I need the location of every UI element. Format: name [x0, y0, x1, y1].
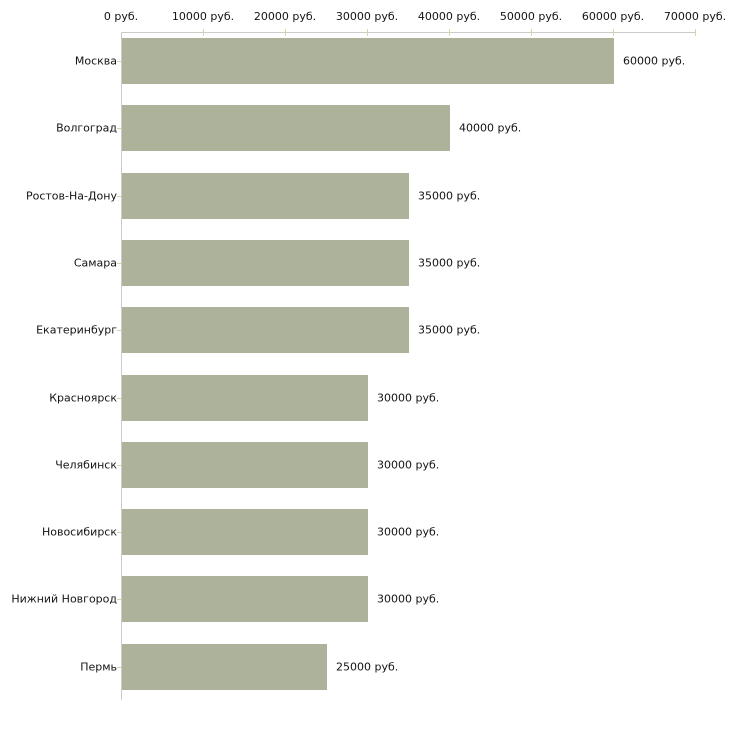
category-label: Новосибирск — [41, 525, 117, 539]
bar — [122, 374, 368, 421]
category-label: Волгоград — [56, 121, 117, 135]
y-axis-tick — [117, 599, 121, 601]
x-axis-tick — [449, 29, 450, 36]
bar — [122, 576, 368, 623]
y-axis-tick — [117, 61, 121, 62]
x-axis-tick — [203, 29, 204, 36]
value-label: 40000 руб. — [459, 121, 522, 135]
bar — [122, 38, 614, 84]
value-label: 25000 руб. — [336, 660, 399, 674]
value-label: 30000 руб. — [377, 391, 440, 404]
y-axis-tick — [117, 262, 121, 264]
x-axis-tick-label: 30000 руб. — [335, 10, 399, 23]
y-axis-tick — [117, 195, 121, 197]
x-axis-tick — [531, 29, 532, 36]
value-label: 60000 руб. — [623, 54, 686, 68]
y-axis-tick — [117, 397, 121, 399]
y-axis-tick — [117, 128, 121, 130]
y-axis-tick — [117, 666, 121, 668]
x-axis-tick-label: 70000 руб. — [663, 10, 727, 23]
x-axis-line — [121, 32, 696, 33]
x-axis-tick-label: 60000 руб. — [581, 10, 645, 23]
y-axis-tick — [117, 532, 121, 534]
bar — [122, 441, 368, 488]
category-label: Ростов-На-Дону — [25, 189, 117, 203]
x-axis-tick-label: 10000 руб. — [171, 10, 235, 23]
bar — [122, 172, 409, 219]
value-label: 30000 руб. — [377, 525, 440, 539]
category-label: Челябинск — [55, 458, 117, 472]
category-label: Нижний Новгород — [11, 592, 117, 606]
x-axis-tick — [613, 29, 614, 36]
x-axis-tick — [367, 29, 368, 36]
y-axis-tick — [117, 330, 121, 332]
x-axis-tick-label: 50000 руб. — [499, 10, 563, 23]
category-label: Самара — [73, 256, 117, 270]
value-label: 30000 руб. — [377, 458, 440, 472]
x-axis-tick-label: 20000 руб. — [253, 10, 317, 23]
bar — [122, 105, 450, 152]
category-label: Екатеринбург — [36, 323, 117, 337]
bar — [122, 239, 409, 286]
category-label: Красноярск — [49, 391, 117, 404]
value-label: 35000 руб. — [418, 189, 481, 203]
bar — [122, 643, 327, 690]
y-axis-line — [121, 32, 122, 700]
value-label: 30000 руб. — [377, 592, 440, 606]
category-label: Москва — [74, 54, 117, 68]
bar — [122, 307, 409, 354]
x-axis-tick — [285, 29, 286, 36]
value-label: 35000 руб. — [418, 323, 481, 337]
bar — [122, 509, 368, 556]
category-label: Пермь — [80, 660, 117, 674]
value-label: 35000 руб. — [418, 256, 481, 270]
x-axis-tick-label: 0 руб. — [103, 10, 139, 23]
x-axis-tick — [695, 29, 696, 36]
y-axis-tick — [117, 464, 121, 466]
x-axis-tick-label: 40000 руб. — [417, 10, 481, 23]
